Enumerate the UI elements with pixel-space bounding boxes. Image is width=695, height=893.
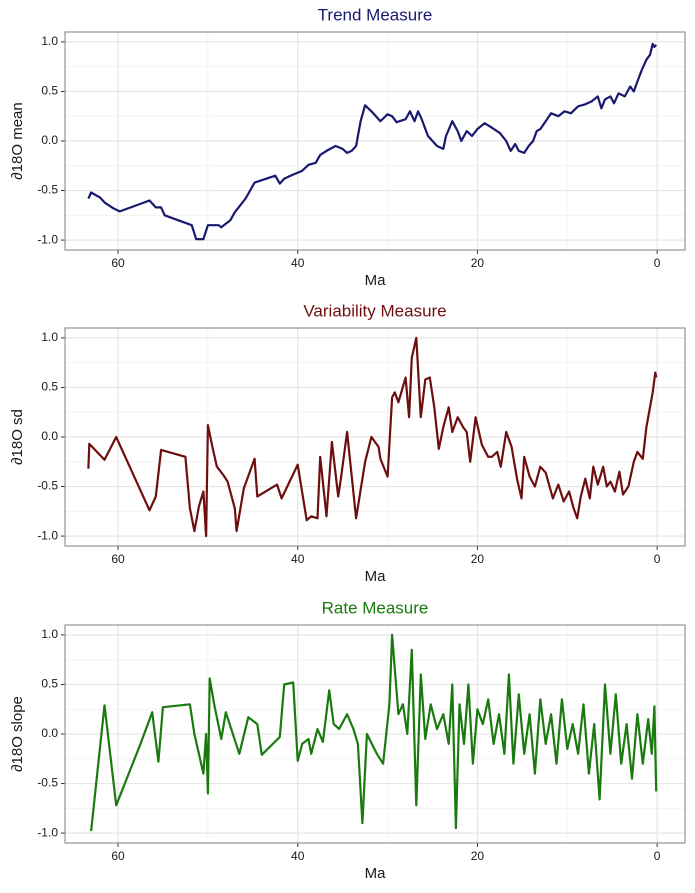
y-tick-label: -1.0 xyxy=(37,528,58,542)
y-tick-label: -1.0 xyxy=(37,825,58,839)
x-tick-label: 60 xyxy=(111,849,125,863)
y-tick-label: -0.5 xyxy=(37,479,58,493)
x-axis-label: Ma xyxy=(365,568,386,585)
plot-border xyxy=(64,624,686,844)
y-tick-label: 0.0 xyxy=(41,133,58,147)
y-tick-label: 0.0 xyxy=(41,726,58,740)
chart-title: Rate Measure xyxy=(322,598,429,617)
x-tick-label: 20 xyxy=(471,256,485,270)
y-axis-label: ∂18O mean xyxy=(9,102,26,179)
y-tick-label: 1.0 xyxy=(41,330,58,344)
x-tick-label: 0 xyxy=(654,849,661,863)
y-tick-label: 0.5 xyxy=(41,677,58,691)
x-tick-label: 20 xyxy=(471,849,485,863)
y-tick-label: -0.5 xyxy=(37,183,58,197)
x-tick-label: 40 xyxy=(291,849,305,863)
x-tick-label: 40 xyxy=(291,256,305,270)
x-tick-label: 60 xyxy=(111,256,125,270)
y-tick-label: 0.5 xyxy=(41,84,58,98)
data-line xyxy=(87,336,658,538)
plot-border xyxy=(64,327,686,547)
data-line xyxy=(90,633,658,832)
y-axis-label: ∂18O sd xyxy=(9,409,26,465)
y-tick-label: -0.5 xyxy=(37,776,58,790)
plot-border xyxy=(64,31,686,251)
x-tick-label: 0 xyxy=(654,552,661,566)
chart-title: Variability Measure xyxy=(303,301,446,320)
y-tick-label: 1.0 xyxy=(41,34,58,48)
data-line xyxy=(87,42,658,241)
chart-title: Trend Measure xyxy=(318,5,433,24)
x-tick-label: 60 xyxy=(111,552,125,566)
y-tick-label: 0.0 xyxy=(41,429,58,443)
x-tick-label: 0 xyxy=(654,256,661,270)
y-tick-label: 0.5 xyxy=(41,380,58,394)
y-tick-label: -1.0 xyxy=(37,232,58,246)
y-axis-label: ∂18O slope xyxy=(9,696,26,772)
x-tick-label: 20 xyxy=(471,552,485,566)
x-tick-label: 40 xyxy=(291,552,305,566)
x-axis-label: Ma xyxy=(365,865,386,882)
x-axis-label: Ma xyxy=(365,272,386,289)
y-tick-label: 1.0 xyxy=(41,627,58,641)
